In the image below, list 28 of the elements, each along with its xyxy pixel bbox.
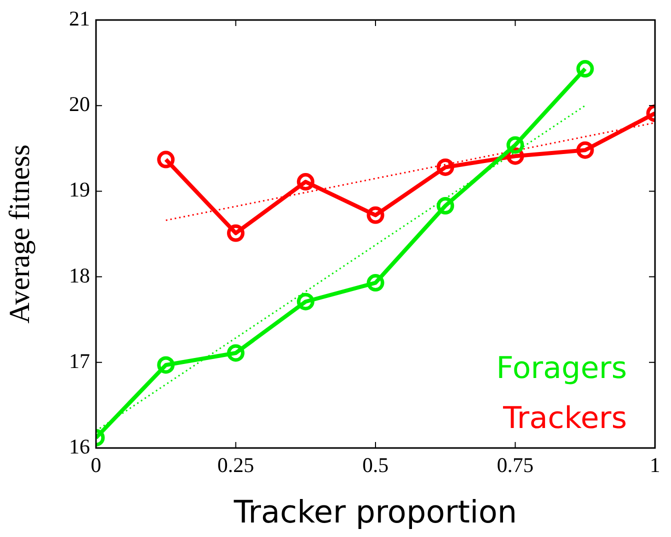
point xyxy=(296,292,314,310)
point xyxy=(436,158,454,176)
x-tick-label: 0 xyxy=(90,453,102,478)
y-tick-label: 16 xyxy=(69,434,90,459)
y-tick-label: 17 xyxy=(69,348,90,373)
point xyxy=(366,274,384,292)
x-tick-label: 1 xyxy=(650,453,660,478)
x-tick-label: 0.75 xyxy=(496,453,534,478)
point xyxy=(227,224,244,242)
y-tick-label: 18 xyxy=(69,263,90,288)
point xyxy=(227,344,244,362)
y-tick-label: 20 xyxy=(69,92,90,116)
x-tick-label: 0.25 xyxy=(217,453,254,478)
text: Foragers xyxy=(496,351,627,386)
point xyxy=(296,173,314,191)
point xyxy=(436,197,454,214)
x-axis-title: Tracker proportion xyxy=(232,494,518,530)
point xyxy=(157,356,175,374)
point xyxy=(506,136,524,154)
point xyxy=(366,206,384,224)
point xyxy=(157,150,175,168)
y-axis-title: Average fitness xyxy=(4,144,36,324)
point xyxy=(576,141,594,159)
y-tick-label: 19 xyxy=(69,178,90,202)
text: Trackers xyxy=(502,401,627,436)
x-tick-label: 0.5 xyxy=(362,453,389,478)
point xyxy=(576,60,594,78)
y-tick-label: 21 xyxy=(69,6,90,31)
